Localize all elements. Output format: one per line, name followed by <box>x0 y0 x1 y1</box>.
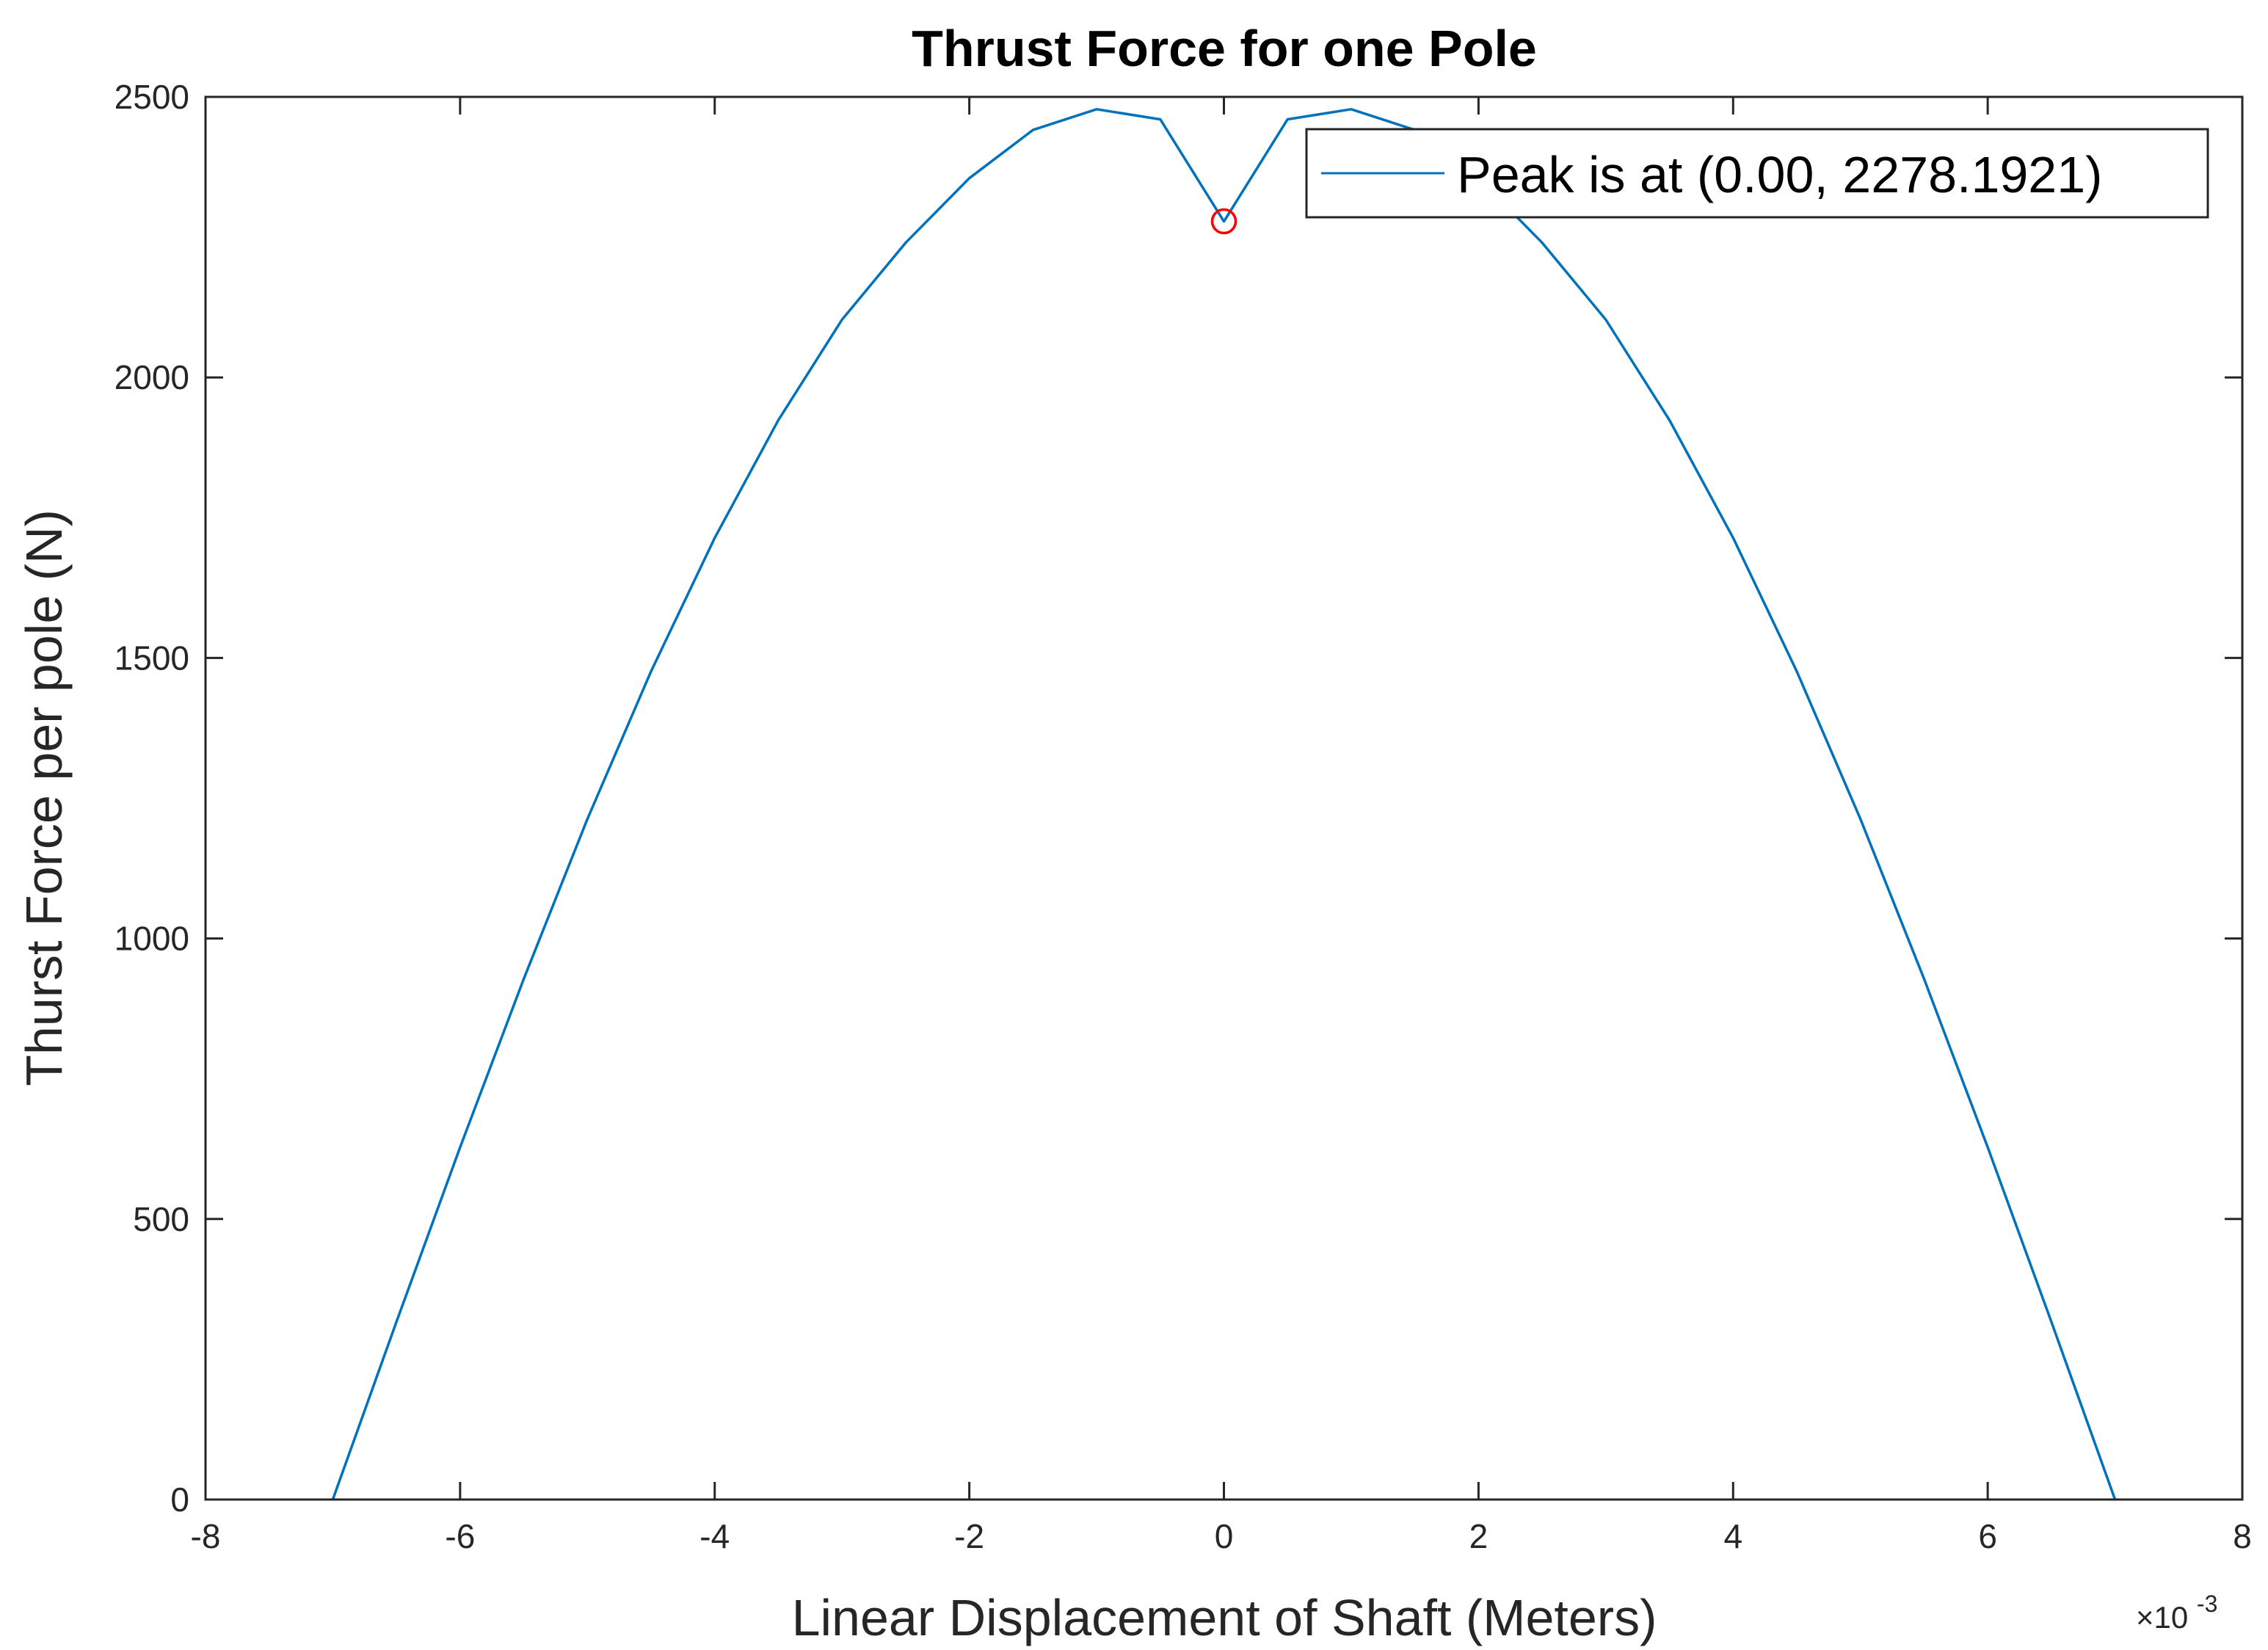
y-axis-label: Thurst Force per pole (N) <box>15 509 73 1086</box>
axes-background <box>206 97 2242 1500</box>
x-tick-labels: -8 -6 -4 -2 0 2 4 6 8 <box>191 1517 2252 1555</box>
axes-box <box>204 95 2244 1501</box>
legend-box <box>1305 128 2209 219</box>
plot-area <box>204 95 2244 1501</box>
chart-title: Thrust Force for one Pole <box>912 20 1537 77</box>
x-tick-label-0: -8 <box>191 1517 221 1555</box>
x-tick-label-4: 0 <box>1215 1517 1234 1555</box>
legend-series-name: Peak is at (0.00, 2278.1921) <box>1457 146 2102 203</box>
y-tick-label-1: 500 <box>133 1200 189 1238</box>
x-exponent-power: -3 <box>2197 1591 2217 1617</box>
marker-group <box>1210 208 1237 235</box>
x-axis-label: Linear Displacement of Shaft (Meters) <box>792 1589 1657 1646</box>
peak-marker <box>1210 208 1237 235</box>
x-tick-label-8: 8 <box>2233 1517 2252 1555</box>
series-line-0 <box>331 108 2117 1500</box>
y-tick-label-5: 2500 <box>115 78 189 116</box>
x-exponent-base: ×10 <box>2136 1600 2188 1635</box>
x-tick-label-3: -2 <box>954 1517 984 1555</box>
y-tick-labels: 0 500 1000 1500 2000 2500 <box>115 78 189 1519</box>
x-tick-label-2: -4 <box>699 1517 730 1555</box>
y-tick-label-3: 1500 <box>115 639 189 677</box>
x-tick-label-7: 6 <box>1978 1517 1997 1555</box>
series-group <box>331 108 2117 1500</box>
x-tick-label-5: 2 <box>1469 1517 1489 1555</box>
y-tick-label-2: 1000 <box>115 920 189 958</box>
x-exponent-label: ×10 -3 <box>2136 1591 2217 1635</box>
x-tick-label-6: 4 <box>1723 1517 1742 1555</box>
x-tick-label-1: -6 <box>445 1517 475 1555</box>
legend: Peak is at (0.00, 2278.1921) <box>1305 128 2209 219</box>
y-tick-label-0: 0 <box>170 1480 189 1519</box>
y-tick-label-4: 2000 <box>115 358 189 396</box>
